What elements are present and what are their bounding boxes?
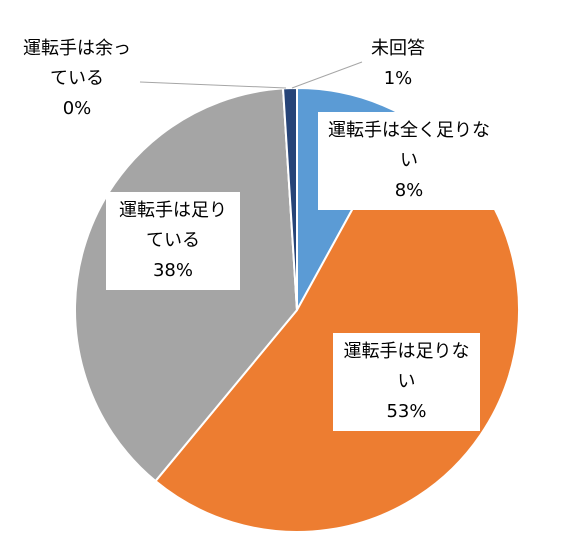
value-label: 38% [152,260,193,281]
data-label: 運転手は足りない 53% [333,333,480,431]
value-label: 0% [62,98,92,119]
category-label: 運転手は足りている [119,200,227,251]
category-label: 運転手は全く足りない [328,120,490,171]
leader-line [291,61,363,89]
data-label: 運転手は全く足りない 8% [318,112,500,210]
value-label: 1% [383,68,413,89]
data-label: 運転手は余っている 0% [22,34,132,124]
value-label: 53% [386,401,427,422]
pie-slice [282,86,298,311]
data-label: 運転手は足りている 38% [106,192,240,290]
category-label: 運転手は足りない [343,341,470,392]
value-label: 8% [394,180,424,201]
category-label: 運転手は余っている [23,38,131,89]
data-label: 未回答 1% [368,34,428,94]
category-label: 未回答 [371,38,425,59]
leader-line [139,81,287,89]
